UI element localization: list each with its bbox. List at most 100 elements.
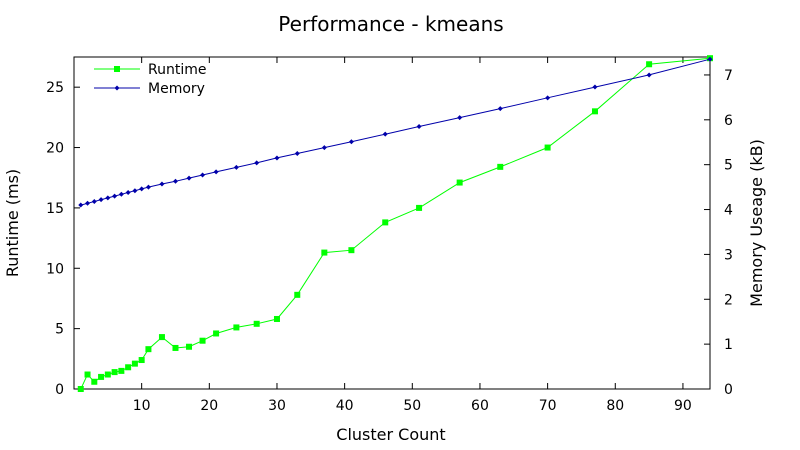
legend-label-memory: Memory	[148, 81, 205, 97]
memory-point	[416, 124, 422, 130]
legend-marker-runtime	[114, 66, 120, 72]
y2-axis-ticks: 0 1 2 3 4 5 6 7	[704, 68, 733, 398]
runtime-point	[186, 343, 193, 350]
x-tick-label: 10	[133, 398, 151, 414]
memory-point	[159, 181, 165, 187]
runtime-point	[118, 367, 125, 374]
runtime-line	[80, 57, 711, 390]
legend-label-runtime: Runtime	[148, 62, 206, 78]
y2-tick-label: 0	[724, 382, 733, 398]
series-layer	[77, 55, 713, 392]
memory-point	[186, 175, 192, 181]
memory-point	[145, 184, 151, 190]
runtime-point	[84, 371, 91, 378]
x-tick-label: 50	[403, 398, 421, 414]
runtime-point	[591, 108, 598, 115]
memory-point	[348, 139, 354, 145]
x-axis-label: Cluster Count	[336, 425, 445, 444]
memory-point	[85, 200, 91, 206]
memory-point	[98, 197, 104, 203]
memory-point	[233, 164, 239, 170]
memory-point	[91, 198, 97, 204]
runtime-point	[456, 179, 463, 186]
x-tick-label: 40	[336, 398, 354, 414]
runtime-point	[172, 344, 179, 351]
memory-point	[497, 106, 503, 112]
runtime-point	[253, 320, 260, 327]
memory-point	[294, 150, 300, 156]
memory-point	[213, 169, 219, 175]
runtime-point	[233, 324, 240, 331]
memory-point	[457, 115, 463, 121]
y-tick-label: 5	[55, 322, 64, 338]
y-tick-label: 20	[46, 141, 64, 157]
memory-point	[78, 202, 84, 208]
memory-point	[118, 191, 124, 197]
memory-point	[321, 145, 327, 151]
legend-item-runtime: Runtime	[94, 62, 206, 78]
y-tick-label: 10	[46, 261, 64, 277]
runtime-point	[273, 315, 280, 322]
memory-point	[254, 160, 260, 166]
legend-item-memory: Memory	[94, 81, 205, 97]
y2-tick-label: 6	[724, 113, 733, 129]
memory-point	[105, 195, 111, 201]
chart-title: Performance - kmeans	[278, 12, 503, 36]
memory-point	[707, 56, 713, 62]
runtime-point	[104, 371, 111, 378]
memory-point	[125, 189, 131, 195]
runtime-point	[77, 386, 84, 392]
y2-tick-label: 4	[724, 203, 733, 219]
runtime-point	[416, 204, 423, 211]
memory-point	[132, 188, 138, 194]
runtime-point	[91, 378, 98, 385]
runtime-point	[125, 364, 132, 371]
series-runtime	[77, 55, 713, 392]
runtime-point	[199, 337, 206, 344]
runtime-point	[382, 219, 389, 226]
runtime-point	[294, 291, 301, 298]
x-tick-label: 70	[539, 398, 557, 414]
series-memory	[78, 56, 713, 208]
x-axis-ticks: 10 20 30 40 50 60 70 80 90	[133, 57, 692, 414]
y2-tick-label: 5	[724, 158, 733, 174]
memory-point	[112, 193, 118, 199]
memory-point	[592, 84, 598, 90]
x-tick-label: 20	[200, 398, 218, 414]
memory-point	[382, 131, 388, 137]
runtime-point	[111, 369, 118, 376]
y-tick-label: 15	[46, 201, 64, 217]
memory-point	[545, 95, 551, 101]
memory-point	[139, 186, 145, 192]
runtime-point	[213, 330, 220, 337]
runtime-point	[544, 144, 551, 151]
y2-tick-label: 7	[724, 68, 733, 84]
x-tick-label: 90	[674, 398, 692, 414]
memory-point	[274, 155, 280, 161]
runtime-point	[497, 163, 504, 170]
legend: Runtime Memory	[94, 62, 206, 97]
y-tick-label: 0	[55, 382, 64, 398]
x-tick-label: 80	[606, 398, 624, 414]
runtime-point	[348, 247, 355, 254]
y-axis-label: Runtime (ms)	[3, 169, 22, 277]
y-tick-label: 25	[46, 80, 64, 96]
memory-point	[646, 72, 652, 78]
y-axis-ticks: 0 5 10 15 20 25	[46, 80, 80, 398]
y2-axis-label: Memory Useage (kB)	[747, 139, 766, 307]
x-tick-label: 60	[471, 398, 489, 414]
memory-point	[200, 172, 206, 178]
runtime-point	[138, 357, 145, 364]
runtime-point	[321, 249, 328, 256]
runtime-point	[131, 360, 138, 367]
y2-tick-label: 1	[724, 337, 733, 353]
memory-point	[172, 178, 178, 184]
y2-tick-label: 2	[724, 292, 733, 308]
x-tick-label: 30	[268, 398, 286, 414]
plot-frame	[73, 56, 711, 390]
runtime-point	[158, 334, 165, 341]
runtime-point	[646, 61, 653, 68]
runtime-point	[98, 373, 105, 380]
legend-marker-memory	[114, 85, 120, 91]
